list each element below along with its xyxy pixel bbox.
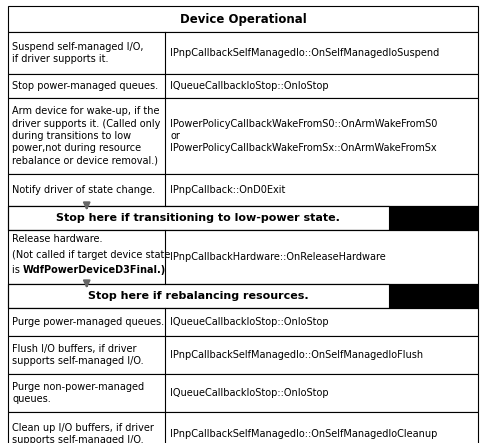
Text: Suspend self-managed I/O,
if driver supports it.: Suspend self-managed I/O, if driver supp… [12,42,143,64]
Text: Notify driver of state change.: Notify driver of state change. [12,185,155,195]
Text: Release hardware.: Release hardware. [12,234,103,244]
Text: (Not called if target device state: (Not called if target device state [12,250,171,260]
Bar [8,308,478,336]
Bar [389,284,478,308]
Bar [8,374,478,412]
Text: IPnpCallbackSelfManagedIo::OnSelfManagedIoSuspend: IPnpCallbackSelfManagedIo::OnSelfManaged… [171,48,440,58]
Bar [8,206,389,230]
Text: IQueueCallbackIoStop::OnIoStop: IQueueCallbackIoStop::OnIoStop [171,388,329,398]
Bar [389,206,478,230]
Text: IPnpCallbackSelfManagedIo::OnSelfManagedIoFlush: IPnpCallbackSelfManagedIo::OnSelfManaged… [171,350,424,360]
Bar [8,32,478,74]
Text: IPowerPolicyCallbackWakeFromS0::OnArmWakeFromS0
or
IPowerPolicyCallbackWakeFromS: IPowerPolicyCallbackWakeFromS0::OnArmWak… [171,119,438,153]
Bar [8,174,478,206]
Bar [8,284,389,308]
Text: IPnpCallbackHardware::OnReleaseHardware: IPnpCallbackHardware::OnReleaseHardware [171,252,386,262]
Text: IQueueCallbackIoStop::OnIoStop: IQueueCallbackIoStop::OnIoStop [171,317,329,327]
Text: IPnpCallbackSelfManagedIo::OnSelfManagedIoCleanup: IPnpCallbackSelfManagedIo::OnSelfManaged… [171,429,438,439]
Bar [8,98,478,174]
Text: Purge non-power-managed
queues.: Purge non-power-managed queues. [12,382,144,404]
Text: Arm device for wake-up, if the
driver supports it. (Called only
during transitio: Arm device for wake-up, if the driver su… [12,106,160,166]
Text: Stop power-managed queues.: Stop power-managed queues. [12,81,158,91]
Text: Clean up I/O buffers, if driver
supports self-managed I/O.: Clean up I/O buffers, if driver supports… [12,423,154,443]
Text: Purge power-managed queues.: Purge power-managed queues. [12,317,164,327]
Text: IPnpCallback::OnD0Exit: IPnpCallback::OnD0Exit [171,185,286,195]
Bar [8,336,478,374]
Bar [8,284,478,308]
Text: Stop here if rebalancing resources.: Stop here if rebalancing resources. [88,291,309,301]
Text: Flush I/O buffers, if driver
supports self-managed I/O.: Flush I/O buffers, if driver supports se… [12,344,144,366]
Text: Device Operational: Device Operational [180,12,306,26]
Text: is: is [12,265,23,275]
Bar [8,412,478,443]
Bar [8,6,478,32]
Bar [8,206,478,230]
Text: Stop here if transitioning to low-power state.: Stop here if transitioning to low-power … [56,213,340,223]
Bar [8,230,478,284]
Text: WdfPowerDeviceD3Final.): WdfPowerDeviceD3Final.) [23,265,166,275]
Bar [8,74,478,98]
Text: IQueueCallbackIoStop::OnIoStop: IQueueCallbackIoStop::OnIoStop [171,81,329,91]
